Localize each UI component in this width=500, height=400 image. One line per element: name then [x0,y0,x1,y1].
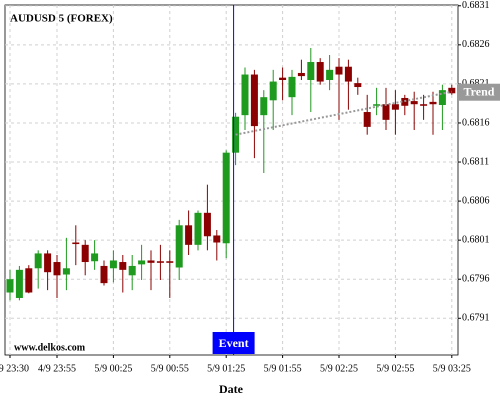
candle-body [222,152,230,244]
candle-body [147,260,155,263]
candle-body [91,253,99,262]
candle-body [297,72,305,77]
y-tick-label: 0.6821 [462,78,490,89]
watermark: www.delkos.com [14,342,86,353]
candle-body [53,262,61,276]
candle-body [72,242,80,245]
y-tick-label: 0.6801 [462,234,490,245]
candle-body [100,265,108,284]
candle-body [279,77,287,80]
trend-label-box [458,83,500,101]
candle-body [109,260,117,269]
candle-body [354,83,362,88]
candle-body [335,66,343,75]
candle-body [213,235,221,243]
candle-body [81,244,89,263]
candle-body [410,101,418,105]
candle-body [429,101,437,105]
candle-body [326,69,334,80]
chart-title: AUDUSD 5 (FOREX) [10,13,113,25]
x-tick-label: 5/9 01:55 [264,363,302,374]
plot-area [4,4,459,356]
candle-body [156,261,164,263]
candle-body [316,62,324,82]
x-tick-label: 5/9 00:25 [94,363,132,374]
candle-body [34,253,42,269]
candle-body [128,265,136,276]
candle-body [62,268,70,275]
candle-body [6,279,14,293]
x-tick-label: 5/9 02:25 [320,363,358,374]
candle-body [344,66,352,82]
y-tick-label: 0.6811 [462,156,489,167]
y-tick-label: 0.6826 [462,39,490,50]
event-label-box [212,332,255,354]
candle-body [15,269,23,298]
candle-body [166,261,174,263]
candle-body [288,76,296,98]
candle-body [185,225,193,245]
x-tick-label: 4/9 23:30 [0,363,29,374]
candle-body [363,112,371,127]
y-tick-label: 0.6831 [462,0,490,11]
y-tick-label: 0.6806 [462,195,490,206]
candle-body [250,74,258,127]
x-tick-label: 5/9 02:55 [376,363,414,374]
candle-body [44,253,52,273]
event-label: Event [219,336,249,350]
candle-body [438,90,446,105]
trend-label: Trend [464,84,495,98]
y-tick-label: 0.6791 [462,313,490,324]
candle-body [382,104,390,120]
y-tick-label: 0.6796 [462,274,490,285]
x-tick-label: 4/9 23:55 [38,363,76,374]
trend-line [235,90,452,136]
candle-body [138,260,146,265]
candle-body [194,212,202,245]
candle-body [203,212,211,237]
x-tick-label: 5/9 00:55 [151,363,189,374]
x-tick-label: 5/9 01:25 [207,363,245,374]
candle-body [269,81,277,101]
candle-body [260,97,268,116]
candle-body [307,62,315,80]
x-tick-label: 5/9 03:25 [433,363,471,374]
candle-body [448,87,456,94]
y-tick-label: 0.6816 [462,117,490,128]
candle-body [25,268,33,293]
candle-body [119,262,127,270]
candle-body [175,225,183,268]
candle-body [241,74,249,116]
candle-body [420,104,428,106]
candle-body [373,104,381,106]
candle-body [391,104,399,110]
x-axis-title: Date [219,382,244,396]
